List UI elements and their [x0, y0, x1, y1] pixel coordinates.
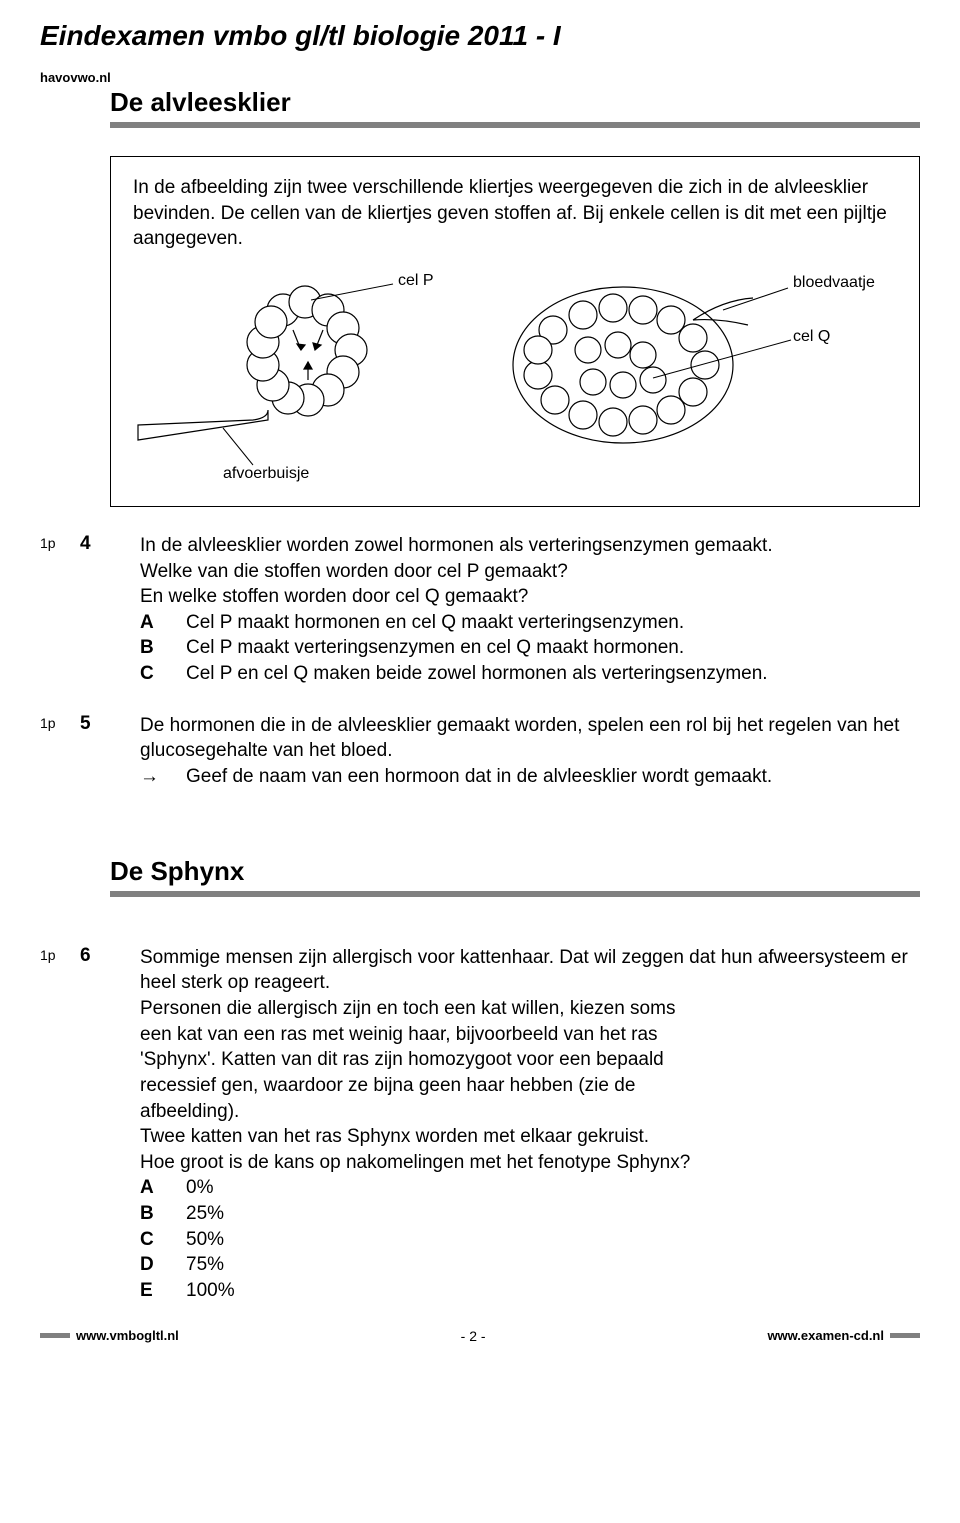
gland-left-illustration	[133, 270, 433, 470]
q6-opt-a-text: 0%	[186, 1175, 920, 1201]
q4-points: 1p	[40, 533, 80, 551]
q4-opt-c-letter: C	[140, 661, 186, 687]
q4-opt-c-text: Cel P en cel Q maken beide zowel hormone…	[186, 661, 920, 687]
footer-right-text: www.examen-cd.nl	[767, 1328, 884, 1343]
exam-title: Eindexamen vmbo gl/tl biologie 2011 - I	[40, 20, 920, 52]
label-bloedvaatje: bloedvaatje	[793, 274, 875, 292]
question-6: 1p 6 Sommige mensen zijn allergisch voor…	[40, 945, 920, 1304]
q6-opt-e-letter: E	[140, 1278, 186, 1304]
q6-opt-b-letter: B	[140, 1201, 186, 1227]
q5-line1: De hormonen die in de alvleesklier gemaa…	[140, 713, 920, 764]
q6-para1: Sommige mensen zijn allergisch voor katt…	[140, 945, 920, 996]
q6-opt-b-text: 25%	[186, 1201, 920, 1227]
q6-para2: Personen die allergisch zijn en toch een…	[140, 996, 700, 1124]
q6-opt-c-text: 50%	[186, 1227, 920, 1253]
footer-left-text: www.vmbogltl.nl	[76, 1328, 179, 1343]
q5-points: 1p	[40, 713, 80, 731]
pancreas-diagram: cel P bloedvaatje cel Q afvoerbuisje	[133, 270, 897, 490]
label-cel-q: cel Q	[793, 328, 830, 346]
q4-opt-b-text: Cel P maakt verteringsenzymen en cel Q m…	[186, 635, 920, 661]
q6-opt-d-letter: D	[140, 1252, 186, 1278]
q6-para4: Hoe groot is de kans op nakomelingen met…	[140, 1150, 700, 1176]
q6-points: 1p	[40, 945, 80, 963]
page-footer: www.vmbogltl.nl - 2 - www.examen-cd.nl	[0, 1324, 960, 1348]
arrow-icon: →	[140, 764, 186, 790]
gland-right-illustration	[493, 270, 793, 470]
q6-opt-a-letter: A	[140, 1175, 186, 1201]
section-title-1: De alvleesklier	[110, 87, 920, 118]
section-title-2: De Sphynx	[110, 856, 920, 887]
section-rule-2	[110, 891, 920, 897]
q4-opt-a-letter: A	[140, 610, 186, 636]
q4-number: 4	[80, 533, 140, 555]
label-afvoerbuisje: afvoerbuisje	[223, 465, 309, 483]
info-box-text: In de afbeelding zijn twee verschillende…	[133, 175, 897, 252]
q4-opt-b-letter: B	[140, 635, 186, 661]
q4-opt-a-text: Cel P maakt hormonen en cel Q maakt vert…	[186, 610, 920, 636]
q5-task: Geef de naam van een hormoon dat in de a…	[186, 764, 772, 790]
footer-page-number: - 2 -	[461, 1328, 486, 1344]
q6-opt-e-text: 100%	[186, 1278, 920, 1304]
q5-number: 5	[80, 713, 140, 735]
q6-opt-d-text: 75%	[186, 1252, 920, 1278]
info-box: In de afbeelding zijn twee verschillende…	[110, 156, 920, 507]
section-rule	[110, 122, 920, 128]
q6-opt-c-letter: C	[140, 1227, 186, 1253]
site-ref: havovwo.nl	[40, 70, 920, 85]
q4-line1: In de alvleesklier worden zowel hormonen…	[140, 533, 920, 559]
q6-number: 6	[80, 945, 140, 967]
footer-bar-left	[40, 1333, 70, 1338]
q4-line3: En welke stoffen worden door cel Q gemaa…	[140, 584, 920, 610]
q6-para3: Twee katten van het ras Sphynx worden me…	[140, 1124, 700, 1150]
question-4: 1p 4 In de alvleesklier worden zowel hor…	[40, 533, 920, 687]
footer-bar-right	[890, 1333, 920, 1338]
label-cel-p: cel P	[398, 272, 434, 290]
q4-line2: Welke van die stoffen worden door cel P …	[140, 559, 920, 585]
question-5: 1p 5 De hormonen die in de alvleesklier …	[40, 713, 920, 790]
